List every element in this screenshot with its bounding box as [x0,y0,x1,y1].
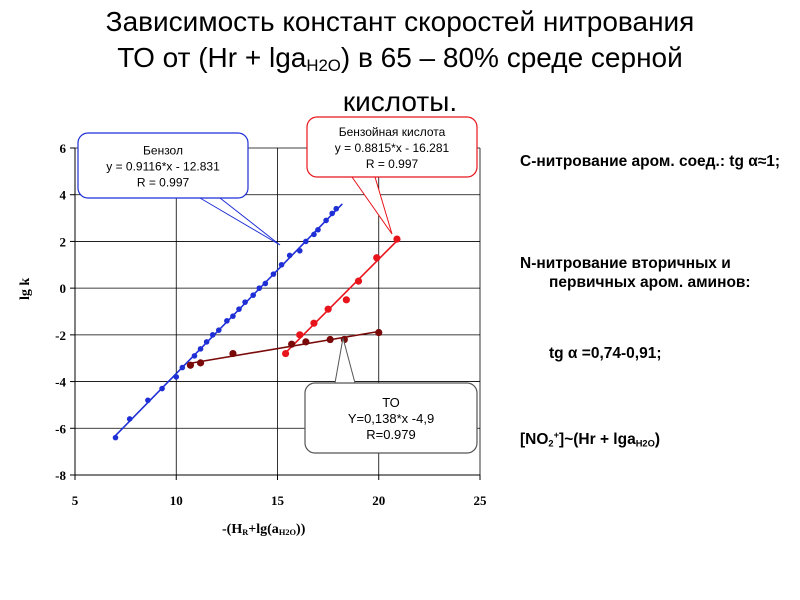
x-tick-label: 15 [271,493,285,508]
data-point-2 [326,335,334,344]
callout-tail-1 [351,176,393,235]
title-line-1: Зависимость констант скоростей нитровани… [105,6,695,37]
callout-text-1: y = 0.8815*x - 16.281 [335,141,450,155]
note-no2-mid: ]~(Hr + lga [559,431,636,449]
chart-title: Зависимость констант скоростей нитровани… [40,4,760,120]
data-point-0 [191,353,198,359]
data-point-0 [311,231,317,238]
note-no2-sup: + [553,430,560,440]
data-point-1 [354,277,363,285]
x-tick-label: 10 [170,493,183,508]
data-point-1 [282,349,290,358]
data-point-1 [324,305,332,313]
y-axis-title: lg k [18,277,33,300]
callout-box-1 [306,116,478,178]
data-point-0 [303,238,309,245]
x-tick-label: 25 [474,493,488,508]
callout-text-2: Y=0,138*x -4,9 [348,411,434,426]
data-point-0 [145,397,151,404]
data-point-0 [250,292,256,298]
data-point-1 [373,254,381,262]
callout-text-0: R = 0.997 [137,176,190,190]
note-c-nitration: С-нитрование аром. соед.: tg α≈1; [520,153,781,170]
data-point-1 [393,235,401,243]
data-point-0 [242,299,248,305]
callout-box-0 [77,132,249,199]
y-tick-label: -8 [55,468,66,483]
callout-box-2 [304,382,478,454]
data-point-0 [262,280,269,287]
callout-tail-0 [199,197,281,246]
x-axis-title-suffix: )) [296,522,306,537]
y-tick-label: 0 [60,281,67,296]
data-point-0 [159,385,165,392]
data-point-0 [230,313,236,319]
callout-tail-2 [334,337,356,384]
data-point-0 [203,339,210,345]
data-point-2 [288,340,296,348]
title-line-2-suffix: ) в 65 – 80% среде серной [340,42,683,73]
data-point-0 [112,434,119,441]
y-tick-label: -4 [55,375,66,390]
callout-text-1: Бензойная кислота [339,125,446,139]
data-point-0 [224,318,230,324]
callout-text-1: R = 0.997 [366,157,419,171]
callout-text-0: Бензол [143,144,183,158]
data-point-1 [296,331,304,339]
note-tg-range: tg α =0,74-0,91; [549,345,662,362]
data-point-2 [229,349,237,358]
data-point-2 [375,328,383,337]
x-axis-title-sub-h2o: H2O [278,528,297,538]
data-point-0 [215,327,222,333]
data-point-2 [186,361,195,369]
x-axis-title-mid: +lg(a [248,522,279,537]
data-point-0 [296,247,303,254]
data-point-0 [315,226,321,233]
note-no2-prefix: [NO [520,431,549,449]
y-tick-label: 2 [60,234,67,249]
data-point-0 [286,252,293,259]
callout-text-2: ТО [382,395,399,410]
data-point-0 [323,217,329,224]
title-line-3: кислоты. [342,86,458,118]
x-tick-label: 5 [72,493,79,508]
data-point-1 [310,319,318,327]
data-point-2 [302,338,310,346]
data-point-2 [196,359,205,367]
title-line-2-prefix: ТО от (Hr + lga [117,42,307,73]
data-point-0 [256,285,263,291]
y-tick-label: 6 [60,141,67,156]
data-point-0 [333,205,340,212]
data-point-0 [270,271,277,277]
y-tick-label: 4 [60,188,67,203]
data-point-0 [236,306,242,312]
y-tick-label: -6 [55,421,66,436]
x-tick-label: 20 [372,493,385,508]
data-point-0 [173,374,180,380]
y-tick-label: -2 [55,328,66,343]
note-no2-suffix: ) [654,431,660,449]
data-point-0 [278,261,285,268]
data-point-0 [329,210,335,217]
x-axis-title: -(HR+lg(aH2O)) [222,522,305,538]
x-axis-title-prefix: -(H [222,522,243,537]
x-axis-title-sub-r: R [242,528,249,538]
note-no2-relation: [NO2+]~(Hr + lgaH2O) [520,426,790,453]
callout-text-0: y = 0.9116*x - 12.831 [106,160,220,174]
data-point-0 [126,416,133,422]
note-n-nitration: N-нитрование вторичных и первичных аром.… [520,255,751,291]
trend-line-2 [190,330,379,365]
title-line-2: ТО от (Hr + lgaH2O) в 65 – 80% среде сер… [40,40,760,84]
data-point-0 [197,346,204,352]
note-no2-sub: 2 [548,438,554,449]
note-no2-sub-h2o: H2O [635,438,655,449]
data-point-0 [209,332,216,338]
data-point-0 [179,364,186,371]
callout-text-2: R=0.979 [366,427,416,442]
title-line-2-sub: H2O [306,56,341,76]
data-point-1 [342,296,350,304]
